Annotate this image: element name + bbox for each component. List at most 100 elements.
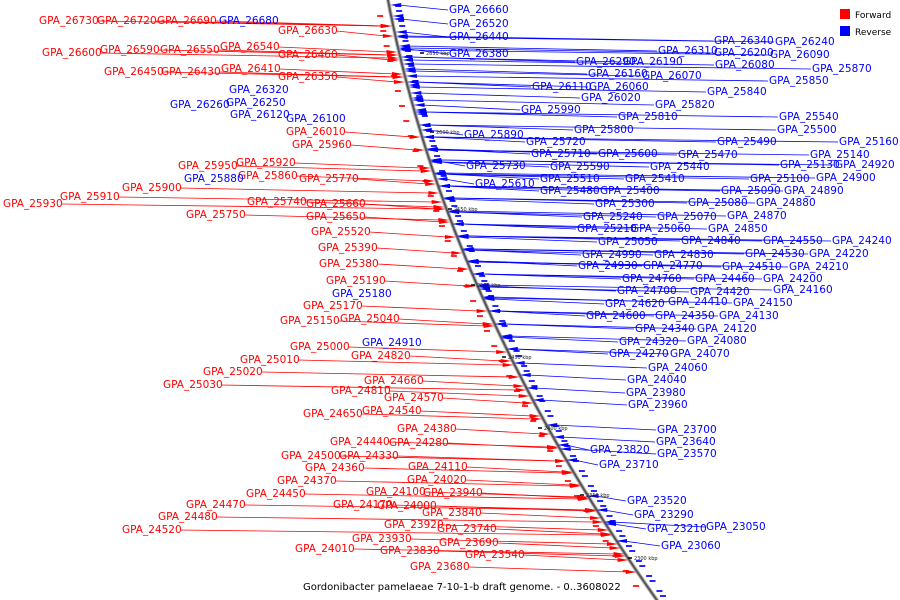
forward-gene-label-31[interactable]: GPA_25150	[280, 315, 340, 327]
forward-gene-label-54[interactable]: GPA_23940	[423, 487, 483, 499]
forward-gene-label-23[interactable]: GPA_25660	[306, 198, 366, 210]
forward-gene-label-55[interactable]: GPA_24470	[186, 499, 246, 511]
reverse-gene-label-104[interactable]: GPA_23710	[599, 459, 659, 471]
forward-gene-label-65[interactable]: GPA_24010	[295, 543, 355, 555]
reverse-gene-label-65[interactable]: GPA_24840	[681, 235, 741, 247]
reverse-gene-label-27[interactable]: GPA_25810	[618, 111, 678, 123]
forward-gene-label-1[interactable]: GPA_26720	[97, 15, 157, 27]
forward-gene-label-32[interactable]: GPA_25040	[340, 313, 400, 325]
reverse-gene-label-42[interactable]: GPA_25440	[650, 161, 710, 173]
reverse-gene-label-25[interactable]: GPA_25990	[521, 104, 581, 116]
reverse-gene-label-4[interactable]: GPA_26380	[449, 48, 509, 60]
reverse-gene-label-11[interactable]: GPA_26190	[623, 56, 683, 68]
reverse-gene-label-3[interactable]: GPA_26440	[449, 31, 509, 43]
reverse-gene-label-2[interactable]: GPA_26520	[449, 18, 509, 30]
forward-gene-label-48[interactable]: GPA_24360	[305, 462, 365, 474]
reverse-gene-label-68[interactable]: GPA_24990	[582, 249, 642, 261]
reverse-gene-label-32[interactable]: GPA_25890	[464, 129, 524, 141]
reverse-gene-label-16[interactable]: GPA_25850	[769, 75, 829, 87]
forward-gene-label-15[interactable]: GPA_25950	[178, 160, 238, 172]
reverse-gene-label-29[interactable]: GPA_25540	[779, 111, 839, 123]
forward-gene-label-35[interactable]: GPA_25010	[240, 354, 300, 366]
forward-gene-label-28[interactable]: GPA_25380	[319, 258, 379, 270]
forward-gene-label-49[interactable]: GPA_24370	[277, 475, 337, 487]
reverse-gene-label-99[interactable]: GPA_23960	[628, 399, 688, 411]
reverse-gene-label-89[interactable]: GPA_24120	[697, 323, 757, 335]
reverse-gene-label-103[interactable]: GPA_23570	[657, 448, 717, 460]
reverse-gene-label-100[interactable]: GPA_23700	[657, 424, 717, 436]
reverse-gene-label-37[interactable]: GPA_25600	[598, 148, 658, 160]
reverse-gene-label-105[interactable]: GPA_23520	[627, 495, 687, 507]
forward-gene-label-46[interactable]: GPA_24500	[281, 450, 341, 462]
reverse-gene-label-93[interactable]: GPA_24910	[362, 337, 422, 349]
forward-gene-label-52[interactable]: GPA_24450	[246, 488, 306, 500]
forward-gene-label-40[interactable]: GPA_24570	[384, 392, 444, 404]
reverse-gene-label-39[interactable]: GPA_25140	[810, 149, 870, 161]
forward-gene-label-17[interactable]: GPA_25860	[238, 170, 298, 182]
forward-gene-label-6[interactable]: GPA_26550	[160, 44, 220, 56]
reverse-gene-label-82[interactable]: GPA_24620	[605, 298, 665, 310]
forward-gene-label-10[interactable]: GPA_26430	[161, 66, 221, 78]
reverse-gene-label-81[interactable]: GPA_24160	[773, 284, 833, 296]
reverse-gene-label-106[interactable]: GPA_23290	[634, 509, 694, 521]
forward-gene-label-33[interactable]: GPA_25000	[290, 341, 350, 353]
reverse-gene-label-101[interactable]: GPA_23640	[656, 436, 716, 448]
reverse-gene-label-94[interactable]: GPA_24270	[609, 348, 669, 360]
reverse-gene-label-13[interactable]: GPA_25870	[812, 63, 872, 75]
reverse-gene-label-44[interactable]: GPA_24920	[835, 159, 895, 171]
reverse-gene-label-9[interactable]: GPA_26090	[770, 49, 830, 61]
forward-gene-label-61[interactable]: GPA_23920	[384, 519, 444, 531]
reverse-gene-label-79[interactable]: GPA_24700	[617, 285, 677, 297]
reverse-gene-label-43[interactable]: GPA_25130	[780, 159, 840, 171]
forward-gene-label-58[interactable]: GPA_24480	[158, 511, 218, 523]
reverse-gene-label-102[interactable]: GPA_23820	[590, 444, 650, 456]
reverse-gene-label-76[interactable]: GPA_24760	[622, 273, 682, 285]
forward-gene-label-5[interactable]: GPA_26590	[100, 44, 160, 56]
forward-gene-label-50[interactable]: GPA_24110	[408, 461, 468, 473]
reverse-gene-label-83[interactable]: GPA_24410	[668, 296, 728, 308]
reverse-gene-label-54[interactable]: GPA_24890	[784, 185, 844, 197]
reverse-gene-label-73[interactable]: GPA_24770	[643, 260, 703, 272]
reverse-gene-label-80[interactable]: GPA_24420	[690, 286, 750, 298]
forward-gene-label-8[interactable]: GPA_26460	[278, 49, 338, 61]
reverse-gene-label-21[interactable]: GPA_26020	[581, 92, 641, 104]
reverse-gene-label-71[interactable]: GPA_24220	[809, 248, 869, 260]
reverse-gene-label-97[interactable]: GPA_24040	[627, 374, 687, 386]
forward-gene-label-14[interactable]: GPA_25960	[292, 139, 352, 151]
reverse-gene-label-48[interactable]: GPA_24900	[816, 172, 876, 184]
forward-gene-label-66[interactable]: GPA_23830	[380, 545, 440, 557]
reverse-gene-label-88[interactable]: GPA_24340	[635, 323, 695, 335]
reverse-gene-label-1[interactable]: GPA_26660	[449, 4, 509, 16]
reverse-gene-label-59[interactable]: GPA_25070	[657, 211, 717, 223]
reverse-gene-label-5[interactable]: GPA_26340	[714, 35, 774, 47]
forward-gene-label-47[interactable]: GPA_24330	[339, 450, 399, 462]
reverse-gene-label-31[interactable]: GPA_25500	[777, 124, 837, 136]
reverse-gene-label-18[interactable]: GPA_26060	[589, 81, 649, 93]
forward-gene-label-62[interactable]: GPA_23740	[437, 523, 497, 535]
reverse-gene-label-47[interactable]: GPA_25100	[750, 173, 810, 185]
forward-gene-label-12[interactable]: GPA_26350	[278, 71, 338, 83]
reverse-gene-label-40[interactable]: GPA_25730	[466, 160, 526, 172]
reverse-gene-label-26[interactable]: GPA_26120	[230, 109, 290, 121]
reverse-gene-label-7[interactable]: GPA_26310	[658, 45, 718, 57]
reverse-gene-label-61[interactable]: GPA_25210	[577, 223, 637, 235]
forward-gene-label-45[interactable]: GPA_24280	[389, 437, 449, 449]
forward-gene-label-19[interactable]: GPA_25900	[122, 182, 182, 194]
forward-gene-label-4[interactable]: GPA_26600	[42, 47, 102, 59]
reverse-gene-label-108[interactable]: GPA_23050	[706, 521, 766, 533]
reverse-gene-label-66[interactable]: GPA_24550	[763, 235, 823, 247]
reverse-gene-label-75[interactable]: GPA_24210	[789, 261, 849, 273]
reverse-gene-label-72[interactable]: GPA_24930	[578, 260, 638, 272]
reverse-gene-label-0[interactable]: GPA_26680	[219, 15, 279, 27]
reverse-gene-label-34[interactable]: GPA_25490	[717, 136, 777, 148]
forward-gene-label-20[interactable]: GPA_25910	[60, 191, 120, 203]
reverse-gene-label-87[interactable]: GPA_24130	[719, 310, 779, 322]
reverse-gene-label-52[interactable]: GPA_25400	[600, 185, 660, 197]
reverse-gene-label-19[interactable]: GPA_25840	[707, 86, 767, 98]
forward-gene-label-37[interactable]: GPA_25030	[163, 379, 223, 391]
forward-gene-label-53[interactable]: GPA_24100	[366, 486, 426, 498]
reverse-gene-label-69[interactable]: GPA_24830	[654, 249, 714, 261]
forward-gene-label-59[interactable]: GPA_23840	[422, 507, 482, 519]
forward-gene-label-64[interactable]: GPA_23690	[439, 537, 499, 549]
forward-gene-label-68[interactable]: GPA_23680	[410, 561, 470, 573]
